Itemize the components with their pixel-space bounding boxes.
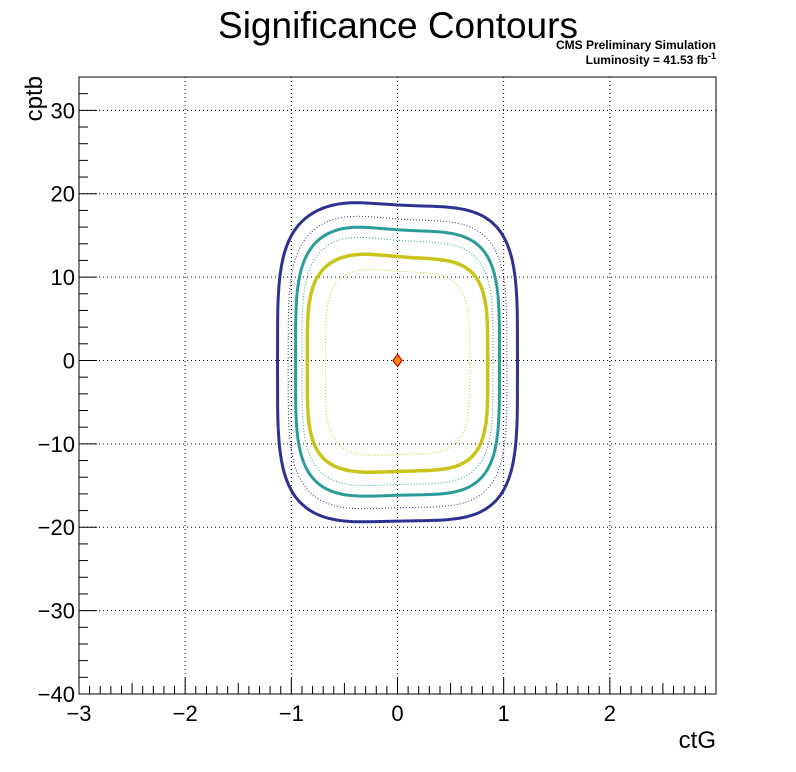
contour-solid-0 [276, 201, 519, 524]
contour-dotted-5 [324, 269, 471, 456]
x-axis-label: ctG [679, 727, 716, 754]
x-tick-label: −2 [173, 701, 198, 726]
contour-solid-2 [294, 225, 501, 498]
y-tick-label: −30 [38, 599, 75, 624]
y-tick-label: 10 [51, 265, 75, 290]
best-fit-marker [392, 353, 403, 368]
x-tick-label: 0 [391, 701, 403, 726]
x-tick-label: 2 [604, 701, 616, 726]
cms-label: CMS Preliminary Simulation [556, 38, 716, 52]
grid-lines [79, 77, 716, 694]
luminosity-label: Luminosity = 41.53 fb-1 [586, 51, 716, 67]
y-axis-label: cptb [21, 76, 48, 121]
luminosity-unit-exponent: -1 [708, 51, 716, 61]
contour-lines [276, 201, 519, 524]
axis-ticks [78, 76, 717, 695]
best-fit-marker-group [392, 353, 403, 368]
chart-title: Significance Contours [218, 5, 578, 46]
x-tick-label: −3 [66, 701, 91, 726]
luminosity-value: Luminosity = 41.53 fb [586, 53, 708, 67]
y-tick-label: −20 [38, 515, 75, 540]
y-tick-label: 30 [51, 98, 75, 123]
y-tick-label: −10 [38, 432, 75, 457]
y-tick-label: 0 [63, 348, 75, 373]
x-tick-label: −1 [279, 701, 304, 726]
contour-solid-4 [305, 252, 490, 474]
y-tick-label: −40 [38, 682, 75, 707]
x-tick-label: 1 [498, 701, 510, 726]
y-tick-label: 20 [51, 182, 75, 207]
